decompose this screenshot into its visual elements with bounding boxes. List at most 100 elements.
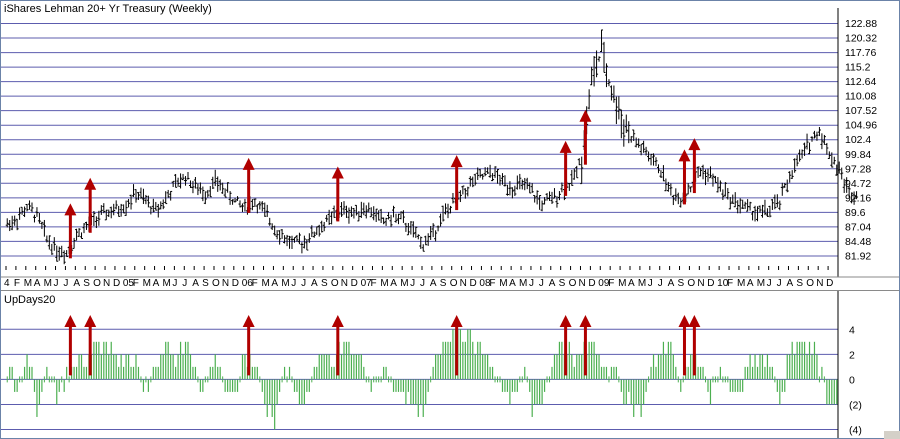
x-tick-label: D [113,278,120,289]
indicator-buy-arrow-head [579,315,592,327]
x-tick-label: S [559,278,566,289]
price-y-tick-label: 84.48 [845,236,871,248]
x-tick-label: J [410,278,415,289]
x-tick-label: J [767,278,772,289]
price-y-tick-label: 112.64 [845,76,876,88]
x-tick-label: J [54,278,59,289]
resize-grip[interactable] [884,431,900,439]
x-tick-label: A [549,278,556,289]
indicator-y-axis: 4 2 0 (2) (4) [837,291,862,439]
price-y-tick-label: 92.16 [845,192,871,204]
indicator-y-tick-label: (4) [849,424,862,436]
x-tick-label: D [470,278,477,289]
price-buy-arrow-head [331,166,344,179]
indicator-histogram [6,329,838,430]
price-y-axis: 122.88 120.32 117.76 115.2 112.64 110.08 107.5… [837,8,877,277]
price-buy-arrow-head [64,203,77,216]
x-tick-label: M [519,278,527,289]
x-tick-label: S [678,278,685,289]
x-tick-label: O [687,278,695,289]
x-tick-label: N [697,278,704,289]
x-tick-label: A [311,278,318,289]
price-y-tick-label: 94.72 [845,178,871,190]
x-tick-label: 05 [123,278,135,289]
price-buy-arrow-head [242,157,255,170]
x-tick-label: 07 [361,278,373,289]
x-tick-label: D [588,278,595,289]
x-tick-label: F [14,278,20,289]
x-tick-label: M [737,278,745,289]
x-tick-label: A [430,278,437,289]
x-tick-label: N [816,278,823,289]
x-tick-label: M [380,278,388,289]
x-tick-label: M [400,278,408,289]
x-tick-label: J [777,278,782,289]
x-tick-label: M [162,278,170,289]
x-tick-label: A [747,278,754,289]
x-tick-label: F [727,278,733,289]
x-tick-label: J [658,278,663,289]
x-tick-label: 4 [4,278,10,289]
buy-signal-arrows [64,109,701,376]
indicator-chart-title: UpDays20 [4,294,56,306]
price-y-tick-label: 117.76 [845,47,876,59]
x-tick-label: F [370,278,376,289]
x-tick-label: A [628,278,635,289]
x-tick-label: S [440,278,447,289]
price-y-tick-label: 97.28 [845,163,871,175]
x-tick-label: J [63,278,68,289]
x-tick-label: S [796,278,803,289]
x-tick-label: N [222,278,229,289]
x-tick-label: A [390,278,397,289]
x-tick-label: D [826,278,833,289]
x-tick-label: F [608,278,614,289]
x-tick-label: O [569,278,577,289]
x-tick-label: N [103,278,110,289]
indicator-buy-arrow-head [84,315,97,327]
x-tick-label: J [420,278,425,289]
x-tick-label: O [331,278,339,289]
x-tick-label: J [182,278,187,289]
x-tick-label: A [34,278,41,289]
price-y-tick-label: 89.6 [845,207,866,219]
price-buy-arrow-head [579,109,592,122]
x-tick-label: D [351,278,358,289]
x-tick-label: O [450,278,458,289]
indicator-y-tick-label: 2 [849,349,855,361]
x-tick-label: O [806,278,814,289]
x-tick-label: M [281,278,289,289]
x-tick-label: A [668,278,675,289]
x-tick-label: A [271,278,278,289]
x-tick-label: O [93,278,101,289]
price-y-tick-label: 87.04 [845,221,871,233]
indicator-buy-arrow-head [688,315,701,327]
price-chart-title: iShares Lehman 20+ Yr Treasury (Weekly) [4,3,212,15]
price-y-tick-label: 115.2 [845,62,871,74]
x-tick-label: M [143,278,151,289]
price-y-tick-label: 102.4 [845,134,871,146]
x-tick-label: J [301,278,306,289]
x-tick-label: D [232,278,239,289]
x-tick-label: M [638,278,646,289]
x-tick-label: M [618,278,626,289]
x-tick-label: J [539,278,544,289]
price-y-tick-label: 104.96 [845,120,877,132]
x-tick-label: S [83,278,90,289]
price-y-tick-label: 120.32 [845,33,877,45]
price-buy-arrow-head [678,149,691,162]
price-buy-arrow-head [559,140,572,153]
x-tick-label: M [24,278,32,289]
x-tick-label: 06 [242,278,254,289]
x-tick-label: A [153,278,160,289]
x-tick-label: J [291,278,296,289]
x-tick-label: A [786,278,793,289]
x-tick-label: A [73,278,80,289]
x-tick-label: J [172,278,177,289]
x-tick-label: F [252,278,258,289]
indicator-buy-arrow-head [331,315,344,327]
x-tick-label: N [578,278,585,289]
indicator-y-tick-label: (2) [849,399,862,411]
x-tick-label: 09 [598,278,610,289]
indicator-buy-arrow-head [678,315,691,327]
